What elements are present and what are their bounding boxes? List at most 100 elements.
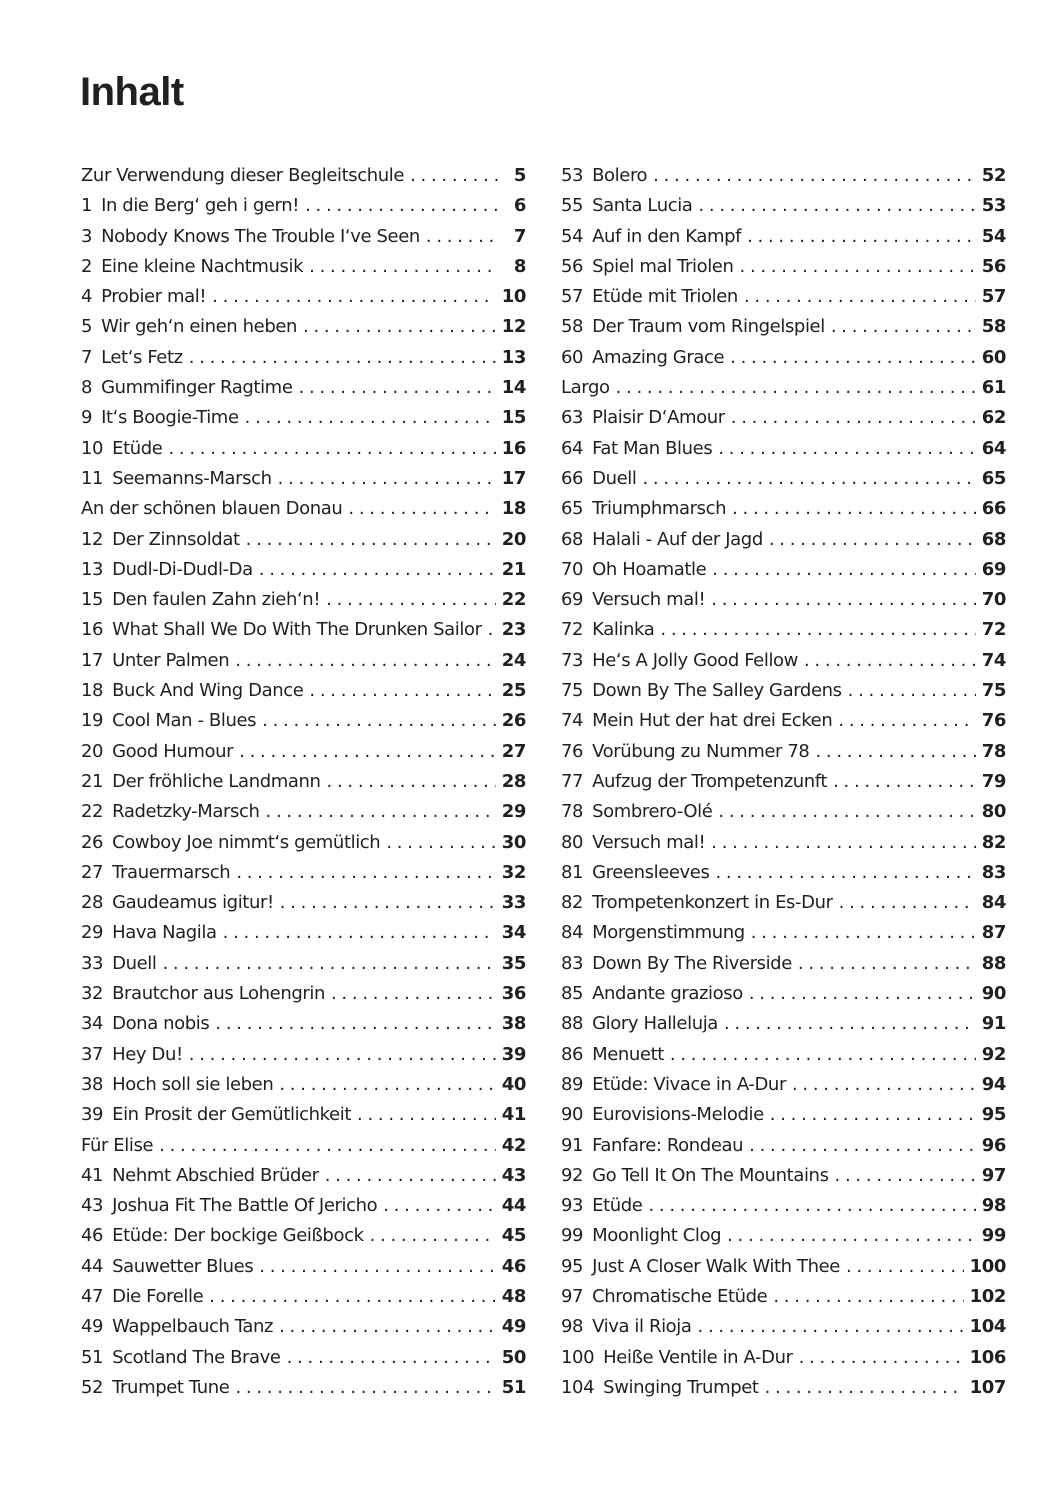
entry-page: 95 — [981, 1104, 1007, 1126]
entry-title: Plaisir D‘Amour — [592, 407, 725, 429]
dot-leader — [730, 343, 976, 373]
entry-number: 75 — [561, 680, 584, 702]
entry-number: 83 — [561, 952, 584, 974]
dot-leader — [299, 373, 496, 403]
entry-page: 61 — [981, 377, 1007, 399]
entry-page: 39 — [501, 1043, 527, 1065]
entry-page: 8 — [513, 255, 527, 277]
dot-leader — [280, 888, 496, 918]
toc-entry: 54 Auf in den Kampf 54 — [561, 222, 1006, 252]
entry-page: 30 — [501, 831, 527, 853]
toc-entry: 2 Eine kleine Nachtmusik 8 — [81, 252, 526, 282]
dot-leader — [189, 343, 496, 373]
toc-entry: 98 Viva il Rioja 104 — [561, 1312, 1006, 1342]
dot-leader — [159, 1131, 496, 1161]
toc-entry: 3 Nobody Knows The Trouble I‘ve Seen 7 — [81, 222, 526, 252]
entry-title: Die Forelle — [112, 1285, 204, 1307]
entry-number: 65 — [561, 498, 584, 520]
entry-number: 99 — [561, 1225, 584, 1247]
entry-number: 84 — [561, 922, 584, 944]
entry-number: 90 — [561, 1104, 584, 1126]
entry-number: 3 — [81, 225, 93, 247]
entry-title: Aufzug der Trompetenzunft — [592, 770, 828, 792]
entry-title: Viva il Rioja — [592, 1316, 692, 1338]
entry-number: 85 — [561, 983, 584, 1005]
entry-page: 107 — [969, 1376, 1007, 1398]
dot-leader — [799, 1343, 964, 1373]
toc-entry: 15 Den faulen Zahn zieh‘n! 22 — [81, 585, 526, 615]
dot-leader — [215, 1009, 495, 1039]
entry-title: Chromatische Etüde — [592, 1285, 768, 1307]
dot-leader — [815, 737, 975, 767]
entry-title: Just A Closer Walk With Thee — [592, 1255, 840, 1277]
toc-entry: 7 Let‘s Fetz 13 — [81, 343, 526, 373]
entry-page: 70 — [981, 589, 1007, 611]
entry-title: Der Traum vom Ringelspiel — [592, 316, 825, 338]
entry-title: Ein Prosit der Gemütlichkeit — [112, 1104, 351, 1126]
dot-leader — [769, 525, 976, 555]
entry-title: Spiel mal Triolen — [592, 255, 734, 277]
dot-leader — [744, 282, 976, 312]
toc-entry: 16 What Shall We Do With The Drunken Sail… — [81, 615, 526, 645]
entry-number: 80 — [561, 831, 584, 853]
entry-title: Eine kleine Nachtmusik — [101, 255, 304, 277]
entry-page: 43 — [501, 1164, 527, 1186]
entry-page: 7 — [513, 225, 527, 247]
toc-entry: 70 Oh Hoamatle 69 — [561, 555, 1006, 585]
entry-number: 8 — [81, 377, 93, 399]
entry-number: 9 — [81, 407, 93, 429]
entry-number: 73 — [561, 649, 584, 671]
toc-entry: 104 Swinging Trumpet 107 — [561, 1373, 1006, 1403]
entry-title: Kalinka — [592, 619, 655, 641]
entry-page: 25 — [501, 680, 527, 702]
dot-leader — [410, 161, 498, 191]
dot-leader — [488, 615, 496, 645]
toc-entry: 74 Mein Hut der hat drei Ecken 76 — [561, 706, 1006, 736]
entry-number: 26 — [81, 831, 104, 853]
entry-title: Trauermarsch — [112, 861, 231, 883]
dot-leader — [325, 1161, 496, 1191]
dot-leader — [831, 312, 976, 342]
entry-number: 20 — [81, 740, 104, 762]
entry-title: Down By The Salley Gardens — [592, 680, 842, 702]
entry-page: 76 — [981, 710, 1007, 732]
entry-number: 11 — [81, 467, 104, 489]
entry-number: 51 — [81, 1346, 104, 1368]
entry-title: Trompetenkonzert in Es-Dur — [592, 892, 833, 914]
toc-entry: 53 Bolero 52 — [561, 161, 1006, 191]
dot-leader — [765, 1373, 964, 1403]
entry-number: 88 — [561, 1013, 584, 1035]
dot-leader — [278, 464, 496, 494]
dot-leader — [303, 312, 496, 342]
toc-entry: 26 Cowboy Joe nimmt‘s gemütlich 30 — [81, 828, 526, 858]
dot-leader — [279, 1312, 496, 1342]
dot-leader — [262, 706, 496, 736]
entry-number: 28 — [81, 892, 104, 914]
toc-entry: 91 Fanfare: Rondeau 96 — [561, 1131, 1006, 1161]
toc-entry: 39 Ein Prosit der Gemütlichkeit 41 — [81, 1100, 526, 1130]
toc-entry: 22 Radetzky-Marsch 29 — [81, 797, 526, 827]
entry-title: Etüde: Der bockige Geißbock — [112, 1225, 364, 1247]
toc-entry: 57 Etüde mit Triolen 57 — [561, 282, 1006, 312]
entry-title: Mein Hut der hat drei Ecken — [592, 710, 833, 732]
entry-page: 22 — [501, 589, 527, 611]
dot-leader — [348, 494, 495, 524]
toc-entry: 27 Trauermarsch 32 — [81, 858, 526, 888]
dot-leader — [616, 373, 976, 403]
entry-title: Hoch soll sie leben — [112, 1073, 274, 1095]
dot-leader — [426, 222, 498, 252]
entry-number: 56 — [561, 255, 584, 277]
entry-page: 13 — [501, 346, 527, 368]
entry-number: 91 — [561, 1134, 584, 1156]
toc-entry: 49 Wappelbauch Tanz 49 — [81, 1312, 526, 1342]
entry-page: 87 — [981, 922, 1007, 944]
dot-leader — [792, 1070, 976, 1100]
entry-number: 34 — [81, 1013, 104, 1035]
dot-leader — [724, 1009, 976, 1039]
entry-page: 10 — [501, 286, 527, 308]
entry-page: 23 — [501, 619, 527, 641]
entry-page: 50 — [501, 1346, 527, 1368]
entry-page: 15 — [501, 407, 527, 429]
toc-entry: 17 Unter Palmen 24 — [81, 646, 526, 676]
entry-title: Fat Man Blues — [592, 437, 713, 459]
